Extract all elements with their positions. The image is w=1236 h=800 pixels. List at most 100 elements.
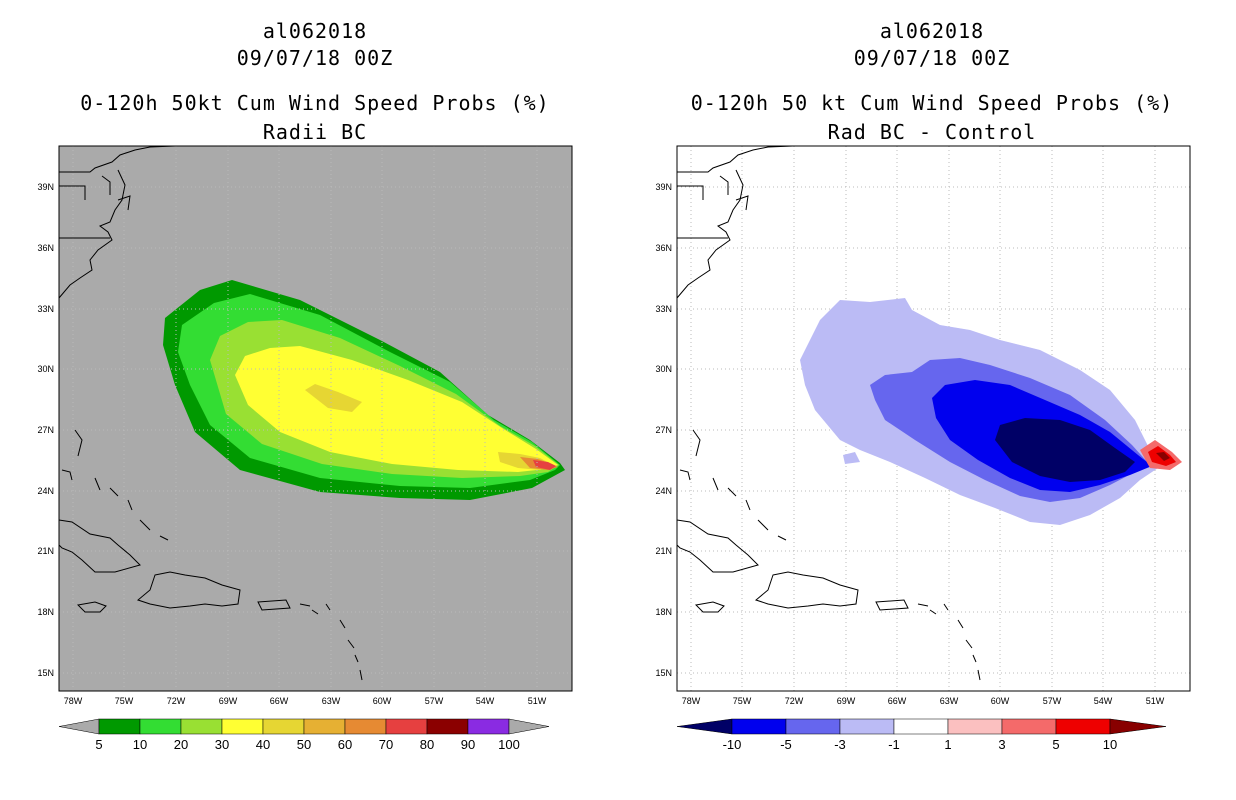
right-coast-hispaniola <box>754 571 859 609</box>
left-colorbar-high-arrow <box>508 718 550 735</box>
right-colorbar-swatch <box>785 718 841 735</box>
right-contour-neg1-islet <box>843 452 860 464</box>
right-colorbar-swatch <box>731 718 787 735</box>
left-lat-label: 36N <box>37 243 54 253</box>
left-colorbar-label: 90 <box>461 737 475 752</box>
left-contour-70 <box>533 460 556 470</box>
right-axis-labels: 39N 36N 33N 30N 27N 24N 21N 18N 15N 78W 75W 72W 69W 6… <box>655 182 1164 706</box>
left-lon-label: 54W <box>476 696 495 706</box>
right-title-storm: al062018 <box>879 19 985 43</box>
right-title-date: 09/07/18 00Z <box>853 46 1011 70</box>
right-map-frame <box>676 145 1191 692</box>
left-colorbar-low-arrow <box>58 718 100 735</box>
left-colorbar-label: 5 <box>95 737 102 752</box>
left-lat-label: 18N <box>37 607 54 617</box>
left-colorbar-swatch <box>221 718 264 735</box>
left-lon-label: 51W <box>528 696 547 706</box>
right-colorbar-swatch <box>839 718 895 735</box>
right-colorbar-label: -10 <box>723 737 742 752</box>
right-colorbar-swatch <box>1001 718 1057 735</box>
right-lon-label: 57W <box>1043 696 1062 706</box>
left-colorbar-label: 70 <box>379 737 393 752</box>
right-coast-us-east <box>676 145 794 299</box>
left-colorbar-swatch <box>344 718 387 735</box>
right-colorbar-label: -1 <box>888 737 900 752</box>
left-contour-40 <box>305 384 362 412</box>
left-colorbar-swatch <box>262 718 305 735</box>
right-colorbar-swatch <box>1055 718 1111 735</box>
right-colorbar: -10 -5 -3 -1 1 3 5 10 <box>676 718 1167 752</box>
left-coast-hispaniola <box>136 571 241 609</box>
right-lat-label: 27N <box>655 425 672 435</box>
right-lon-label: 75W <box>733 696 752 706</box>
right-colorbar-label: -5 <box>780 737 792 752</box>
left-lon-label: 57W <box>425 696 444 706</box>
right-contour-pos10 <box>1156 452 1170 461</box>
right-colorbar-high-arrow <box>1109 718 1167 735</box>
left-colorbar-label: 50 <box>297 737 311 752</box>
left-coast-lesser-antilles <box>299 603 363 681</box>
left-lon-label: 66W <box>270 696 289 706</box>
left-colorbar-swatch <box>98 718 141 735</box>
left-map-panel: 39N 36N 33N 30N 27N 24N 21N 18N 15N 78W 75W 72W 69W 6… <box>37 145 573 706</box>
left-lat-label: 24N <box>37 486 54 496</box>
left-lon-label: 78W <box>64 696 83 706</box>
left-title-product: 0-120h 50kt Cum Wind Speed Probs (%) <box>80 91 550 115</box>
right-colorbar-swatch <box>947 718 1003 735</box>
left-colorbar-swatch <box>303 718 346 735</box>
right-coastlines <box>676 145 981 681</box>
right-lat-label: 24N <box>655 486 672 496</box>
left-colorbar-label: 40 <box>256 737 270 752</box>
left-axis-labels: 39N 36N 33N 30N 27N 24N 21N 18N 15N 78W 75W 72W 69W 6… <box>37 182 546 706</box>
left-colorbar-label: 10 <box>133 737 147 752</box>
left-colorbar-swatch <box>426 718 469 735</box>
right-difference-contours <box>800 298 1182 525</box>
right-colorbar-label: 3 <box>998 737 1005 752</box>
right-lat-label: 21N <box>655 546 672 556</box>
left-grid <box>59 146 572 691</box>
left-colorbar-label: 30 <box>215 737 229 752</box>
left-colorbar-swatch <box>180 718 223 735</box>
left-coast-us-east <box>58 145 176 299</box>
right-lon-label: 69W <box>837 696 856 706</box>
right-lat-label: 15N <box>655 668 672 678</box>
left-colorbar: 5 10 20 30 40 50 60 70 80 90 100 <box>58 718 550 752</box>
right-title-product: 0-120h 50 kt Cum Wind Speed Probs (%) <box>690 91 1174 115</box>
left-title-storm: al062018 <box>262 19 368 43</box>
right-lat-label: 39N <box>655 182 672 192</box>
left-colorbar-label: 100 <box>498 737 520 752</box>
right-lon-label: 78W <box>682 696 701 706</box>
left-lat-label: 15N <box>37 668 54 678</box>
left-lat-label: 39N <box>37 182 54 192</box>
left-title-sub: Radii BC <box>262 120 368 144</box>
left-lon-label: 63W <box>322 696 341 706</box>
left-lon-label: 60W <box>373 696 392 706</box>
left-probability-contours <box>163 280 565 500</box>
right-colorbar-label: 1 <box>944 737 951 752</box>
right-colorbar-low-arrow <box>676 718 733 735</box>
left-lat-label: 21N <box>37 546 54 556</box>
right-lon-label: 72W <box>785 696 804 706</box>
right-coast-puerto-rico <box>875 599 909 611</box>
left-colorbar-label: 20 <box>174 737 188 752</box>
right-coast-jamaica <box>694 601 725 613</box>
left-lat-label: 27N <box>37 425 54 435</box>
right-coast-bahamas-cuba <box>676 429 787 573</box>
left-lon-label: 69W <box>219 696 238 706</box>
left-colorbar-swatch <box>467 718 510 735</box>
right-contour-neg10 <box>995 418 1135 482</box>
right-lon-label: 54W <box>1094 696 1113 706</box>
right-lat-label: 36N <box>655 243 672 253</box>
left-map-frame <box>58 145 573 692</box>
left-lat-label: 30N <box>37 364 54 374</box>
left-title-date: 09/07/18 00Z <box>236 46 394 70</box>
right-colorbar-label: 10 <box>1103 737 1117 752</box>
right-title-sub: Rad BC - Control <box>827 120 1037 144</box>
right-lat-label: 30N <box>655 364 672 374</box>
right-lon-label: 51W <box>1146 696 1165 706</box>
right-lon-label: 63W <box>940 696 959 706</box>
left-coast-puerto-rico <box>257 599 291 611</box>
left-colorbar-swatch <box>385 718 428 735</box>
right-lat-label: 18N <box>655 607 672 617</box>
left-colorbar-swatch <box>139 718 182 735</box>
